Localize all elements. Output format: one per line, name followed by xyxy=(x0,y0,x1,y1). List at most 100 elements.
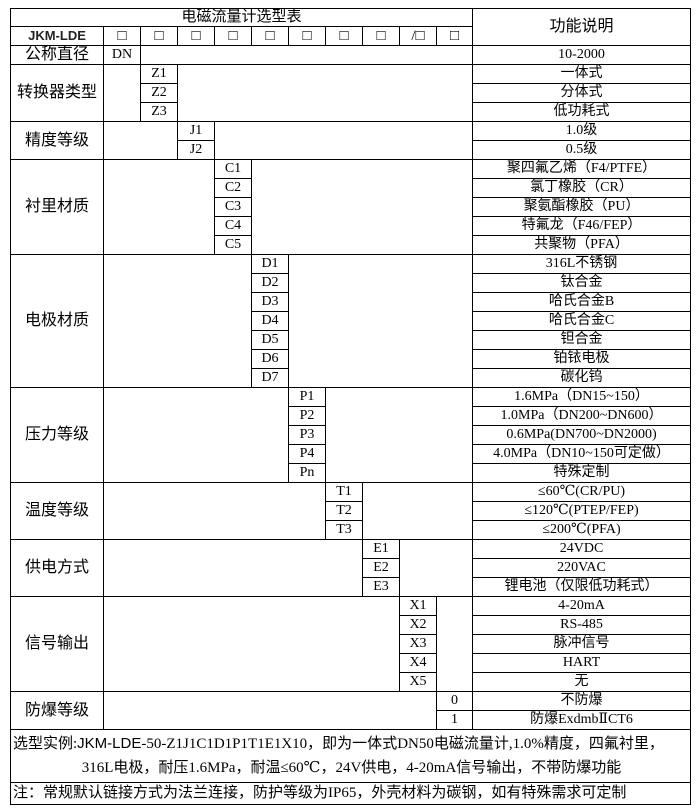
empty-cell xyxy=(103,387,289,483)
option-code: D2 xyxy=(251,273,289,293)
option-row: T3 ≤200℃(PFA) xyxy=(11,520,692,540)
selection-table: 电磁流量计选型表 功能说明 JKM-LDE □ □ □ □ □ □ □ □/□ □ 公称直径 DN… xyxy=(9,8,692,805)
option-row: D7 碳化钨 xyxy=(11,368,692,388)
note-row: 注：常规默认链接方式为法兰连接，防护等级为IP65，外壳材料为碳钢，如有特殊需求… xyxy=(9,782,692,805)
code-placeholder-box: □ xyxy=(177,26,215,46)
option-code: C3 xyxy=(214,197,252,217)
empty-cell xyxy=(139,45,474,65)
option-code: C4 xyxy=(214,216,252,236)
option-code: X5 xyxy=(399,672,437,692)
option-code: D7 xyxy=(251,368,289,388)
option-row: 电极材质 D1 316L不锈钢 xyxy=(10,254,692,388)
option-code: J1 xyxy=(177,121,215,141)
code-placeholder-box: □ xyxy=(435,26,474,46)
option-description: 聚氨酯橡胶（PU） xyxy=(472,197,692,217)
empty-cell xyxy=(103,596,400,692)
empty-cell xyxy=(398,539,474,597)
option-code: C2 xyxy=(214,178,252,198)
option-description: 220VAC xyxy=(472,558,692,578)
group-label: 压力等级 xyxy=(10,387,104,483)
empty-cell xyxy=(103,539,363,597)
code-placeholder-box: □ xyxy=(103,26,141,46)
option-code: T2 xyxy=(325,501,363,521)
code-placeholder-box: □ xyxy=(140,26,178,46)
option-row: 防爆等级 0 不防爆 xyxy=(10,691,692,730)
option-row: 压力等级 P1 1.6MPa（DN15~150） xyxy=(10,387,692,483)
option-code: D5 xyxy=(251,330,289,350)
option-description: 钽合金 xyxy=(472,330,692,350)
option-code: 1 xyxy=(435,710,474,730)
option-description: RS-485 xyxy=(472,615,692,635)
empty-cell xyxy=(103,121,178,160)
option-description: 1.0级 xyxy=(472,121,692,141)
option-row: 温度等级 T1 ≤60℃(CR/PU) xyxy=(10,482,692,540)
example-model: JKM-LDE xyxy=(77,735,142,752)
code-placeholder-box: □ xyxy=(362,26,400,46)
option-row: X5 无 xyxy=(11,672,692,692)
empty-cell xyxy=(103,691,437,730)
empty-cell xyxy=(287,254,474,388)
group-label: 衬里材质 xyxy=(10,159,104,255)
option-description: 低功耗式 xyxy=(472,102,692,122)
empty-cell xyxy=(250,159,474,255)
group-label: 精度等级 xyxy=(10,121,104,160)
option-row: J2 0.5级 xyxy=(11,140,692,160)
option-code: X4 xyxy=(399,653,437,673)
option-description: 无 xyxy=(472,672,692,692)
group-label: 温度等级 xyxy=(10,482,104,540)
option-description: 脉冲信号 xyxy=(472,634,692,654)
group-label: 公称直径 xyxy=(10,45,104,65)
group-label: 转换器类型 xyxy=(10,64,104,122)
option-description: 哈氏合金B xyxy=(472,292,692,312)
empty-cell xyxy=(176,64,474,122)
option-description: 防爆ExdmbⅡCT6 xyxy=(472,710,692,730)
option-description: 不防爆 xyxy=(472,691,692,711)
option-row: 供电方式 E1 24VDC xyxy=(10,539,692,597)
selection-example: 选型实例:JKM-LDE-50-Z1J1C1D1P1T1E1X10，即为一体式D… xyxy=(9,729,692,783)
group-label: 电极材质 xyxy=(10,254,104,388)
function-header: 功能说明 xyxy=(472,8,692,46)
option-code: E3 xyxy=(362,577,400,597)
option-code: Z1 xyxy=(140,64,178,84)
group-label: 信号输出 xyxy=(10,596,104,692)
option-code: P1 xyxy=(288,387,326,407)
option-description: 哈氏合金C xyxy=(472,311,692,331)
option-description: 氯丁橡胶（CR） xyxy=(472,178,692,198)
group-label: 防爆等级 xyxy=(10,691,104,730)
empty-cell xyxy=(213,121,474,160)
example-line2: 316L电极，耐压1.6MPa，耐温≤60℃，24V供电，4-20mA信号输出，… xyxy=(81,760,622,776)
option-description: 1.0MPa（DN200~DN600） xyxy=(472,406,692,426)
code-placeholder-box: □ xyxy=(325,26,363,46)
option-code: P2 xyxy=(288,406,326,426)
option-description: 聚四氟乙烯（F4/PTFE） xyxy=(472,159,692,179)
option-code: Z3 xyxy=(140,102,178,122)
option-code: X1 xyxy=(399,596,437,616)
option-code: Z2 xyxy=(140,83,178,103)
empty-cell xyxy=(103,64,141,122)
option-row: 精度等级 J1 1.0级 xyxy=(10,121,692,160)
option-code: D4 xyxy=(251,311,289,331)
option-code: Pn xyxy=(288,463,326,483)
example-line1: -50-Z1J1C1D1P1T1E1X10，即为一体式DN50电磁流量计,1.0… xyxy=(141,736,664,752)
code-placeholder-box: □ xyxy=(288,26,326,46)
option-code: J2 xyxy=(177,140,215,160)
option-row: X4 HART xyxy=(11,653,692,673)
option-description: 316L不锈钢 xyxy=(472,254,692,274)
empty-cell xyxy=(324,387,474,483)
option-description: ≤120℃(PTEP/FEP) xyxy=(472,501,692,521)
option-code: X2 xyxy=(399,615,437,635)
model-prefix: JKM-LDE xyxy=(10,26,104,46)
option-description: 铂铱电极 xyxy=(472,349,692,369)
code-placeholder-box: □ xyxy=(251,26,289,46)
option-description: 特氟龙（F46/FEP） xyxy=(472,216,692,236)
option-description: HART xyxy=(472,653,692,673)
option-code: T1 xyxy=(325,482,363,502)
option-description: 24VDC xyxy=(472,539,692,559)
code-placeholder-box: □ xyxy=(214,26,252,46)
option-row: 转换器类型 Z1 一体式 xyxy=(10,64,692,122)
option-row: Pn 特殊定制 xyxy=(11,463,692,483)
option-code: C5 xyxy=(214,235,252,255)
option-description: 0.6MPa(DN700~DN2000) xyxy=(472,425,692,445)
option-row: T2 ≤120℃(PTEP/FEP) xyxy=(11,501,692,521)
note-text: 注：常规默认链接方式为法兰连接，防护等级为IP65，外壳材料为碳钢，如有特殊需求… xyxy=(9,782,692,805)
